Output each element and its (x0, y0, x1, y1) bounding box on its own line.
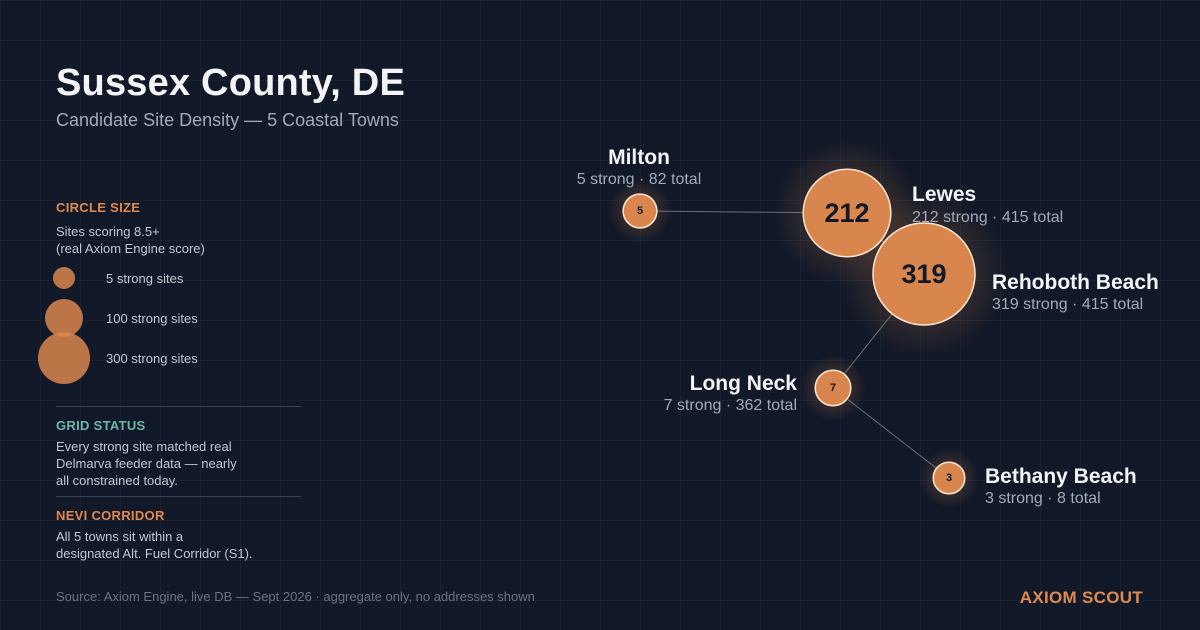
bubble-long-neck[interactable] (814, 369, 852, 407)
town-stat-lewes: 212 strong · 415 total (912, 209, 1063, 226)
legend-label-small: 5 strong sites (106, 271, 184, 286)
circle-size-desc-line2: (real Axiom Engine score) (56, 241, 205, 256)
town-name-milton: Milton (608, 146, 670, 169)
page-subtitle: Candidate Site Density — 5 Coastal Towns (56, 110, 399, 130)
bubble-value-long-neck: 7 (830, 382, 836, 394)
legend-circles (38, 267, 90, 384)
circle-size-description: Sites scoring 8.5+ (real Axiom Engine sc… (56, 223, 301, 257)
grid-status-line: all constrained today. (56, 473, 178, 488)
circle-size-heading: CIRCLE SIZE (56, 200, 141, 215)
nevi-section: NEVI CORRIDOR All 5 towns sit within a d… (56, 508, 301, 562)
page-title: Sussex County, DE (56, 62, 405, 104)
legend-label-medium: 100 strong sites (106, 311, 198, 326)
nevi-body: All 5 towns sit within a designated Alt.… (56, 528, 301, 562)
town-name-long-neck: Long Neck (690, 372, 798, 395)
source-note: Source: Axiom Engine, live DB — Sept 202… (56, 589, 535, 604)
legend-divider-2 (56, 496, 301, 497)
grid-status-line: Delmarva feeder data — nearly (56, 456, 237, 471)
bubble-value-milton: 5 (637, 205, 643, 217)
circle-size-desc-line1: Sites scoring 8.5+ (56, 224, 160, 239)
bubble-bethany-beach[interactable] (932, 461, 966, 495)
legend-circle-small (53, 267, 75, 289)
town-name-bethany-beach: Bethany Beach (985, 465, 1137, 488)
town-stat-milton: 5 strong · 82 total (577, 171, 702, 188)
grid-status-heading: GRID STATUS (56, 418, 146, 433)
legend-samples: 5 strong sites 100 strong sites 300 stro… (38, 260, 301, 390)
legend-panel: CIRCLE SIZE Sites scoring 8.5+ (real Axi… (38, 200, 301, 561)
legend-circle-medium (45, 299, 83, 337)
grid-status-line: Every strong site matched real (56, 439, 232, 454)
nevi-line: All 5 towns sit within a (56, 529, 184, 544)
bubble-milton[interactable] (622, 193, 658, 229)
nevi-line: designated Alt. Fuel Corridor (S1). (56, 546, 253, 561)
grid-status-section: GRID STATUS Every strong site matched re… (56, 418, 301, 489)
town-stat-rehoboth-beach: 319 strong · 415 total (992, 296, 1143, 313)
grid-status-body: Every strong site matched real Delmarva … (56, 438, 301, 489)
town-stat-long-neck: 7 strong · 362 total (664, 397, 797, 414)
bubble-rehoboth-beach[interactable] (872, 222, 976, 326)
legend-divider-1 (56, 406, 301, 407)
legend-label-large: 300 strong sites (106, 351, 198, 366)
bubble-value-rehoboth-beach: 319 (901, 259, 946, 289)
nevi-heading: NEVI CORRIDOR (56, 508, 165, 523)
town-bubbles: 5 212 319 7 3 (622, 168, 976, 495)
town-name-lewes: Lewes (912, 183, 976, 206)
town-labels: Milton 5 strong · 82 total Lewes 212 strong… (577, 146, 1159, 507)
bubble-value-bethany-beach: 3 (946, 472, 952, 484)
bubble-value-lewes: 212 (824, 198, 869, 228)
brand-logo: AXIOM SCOUT (1019, 588, 1143, 607)
bubble-lewes[interactable] (802, 168, 892, 258)
legend-circle-large (38, 332, 90, 384)
town-stat-bethany-beach: 3 strong · 8 total (985, 490, 1101, 507)
town-name-rehoboth-beach: Rehoboth Beach (992, 271, 1159, 294)
